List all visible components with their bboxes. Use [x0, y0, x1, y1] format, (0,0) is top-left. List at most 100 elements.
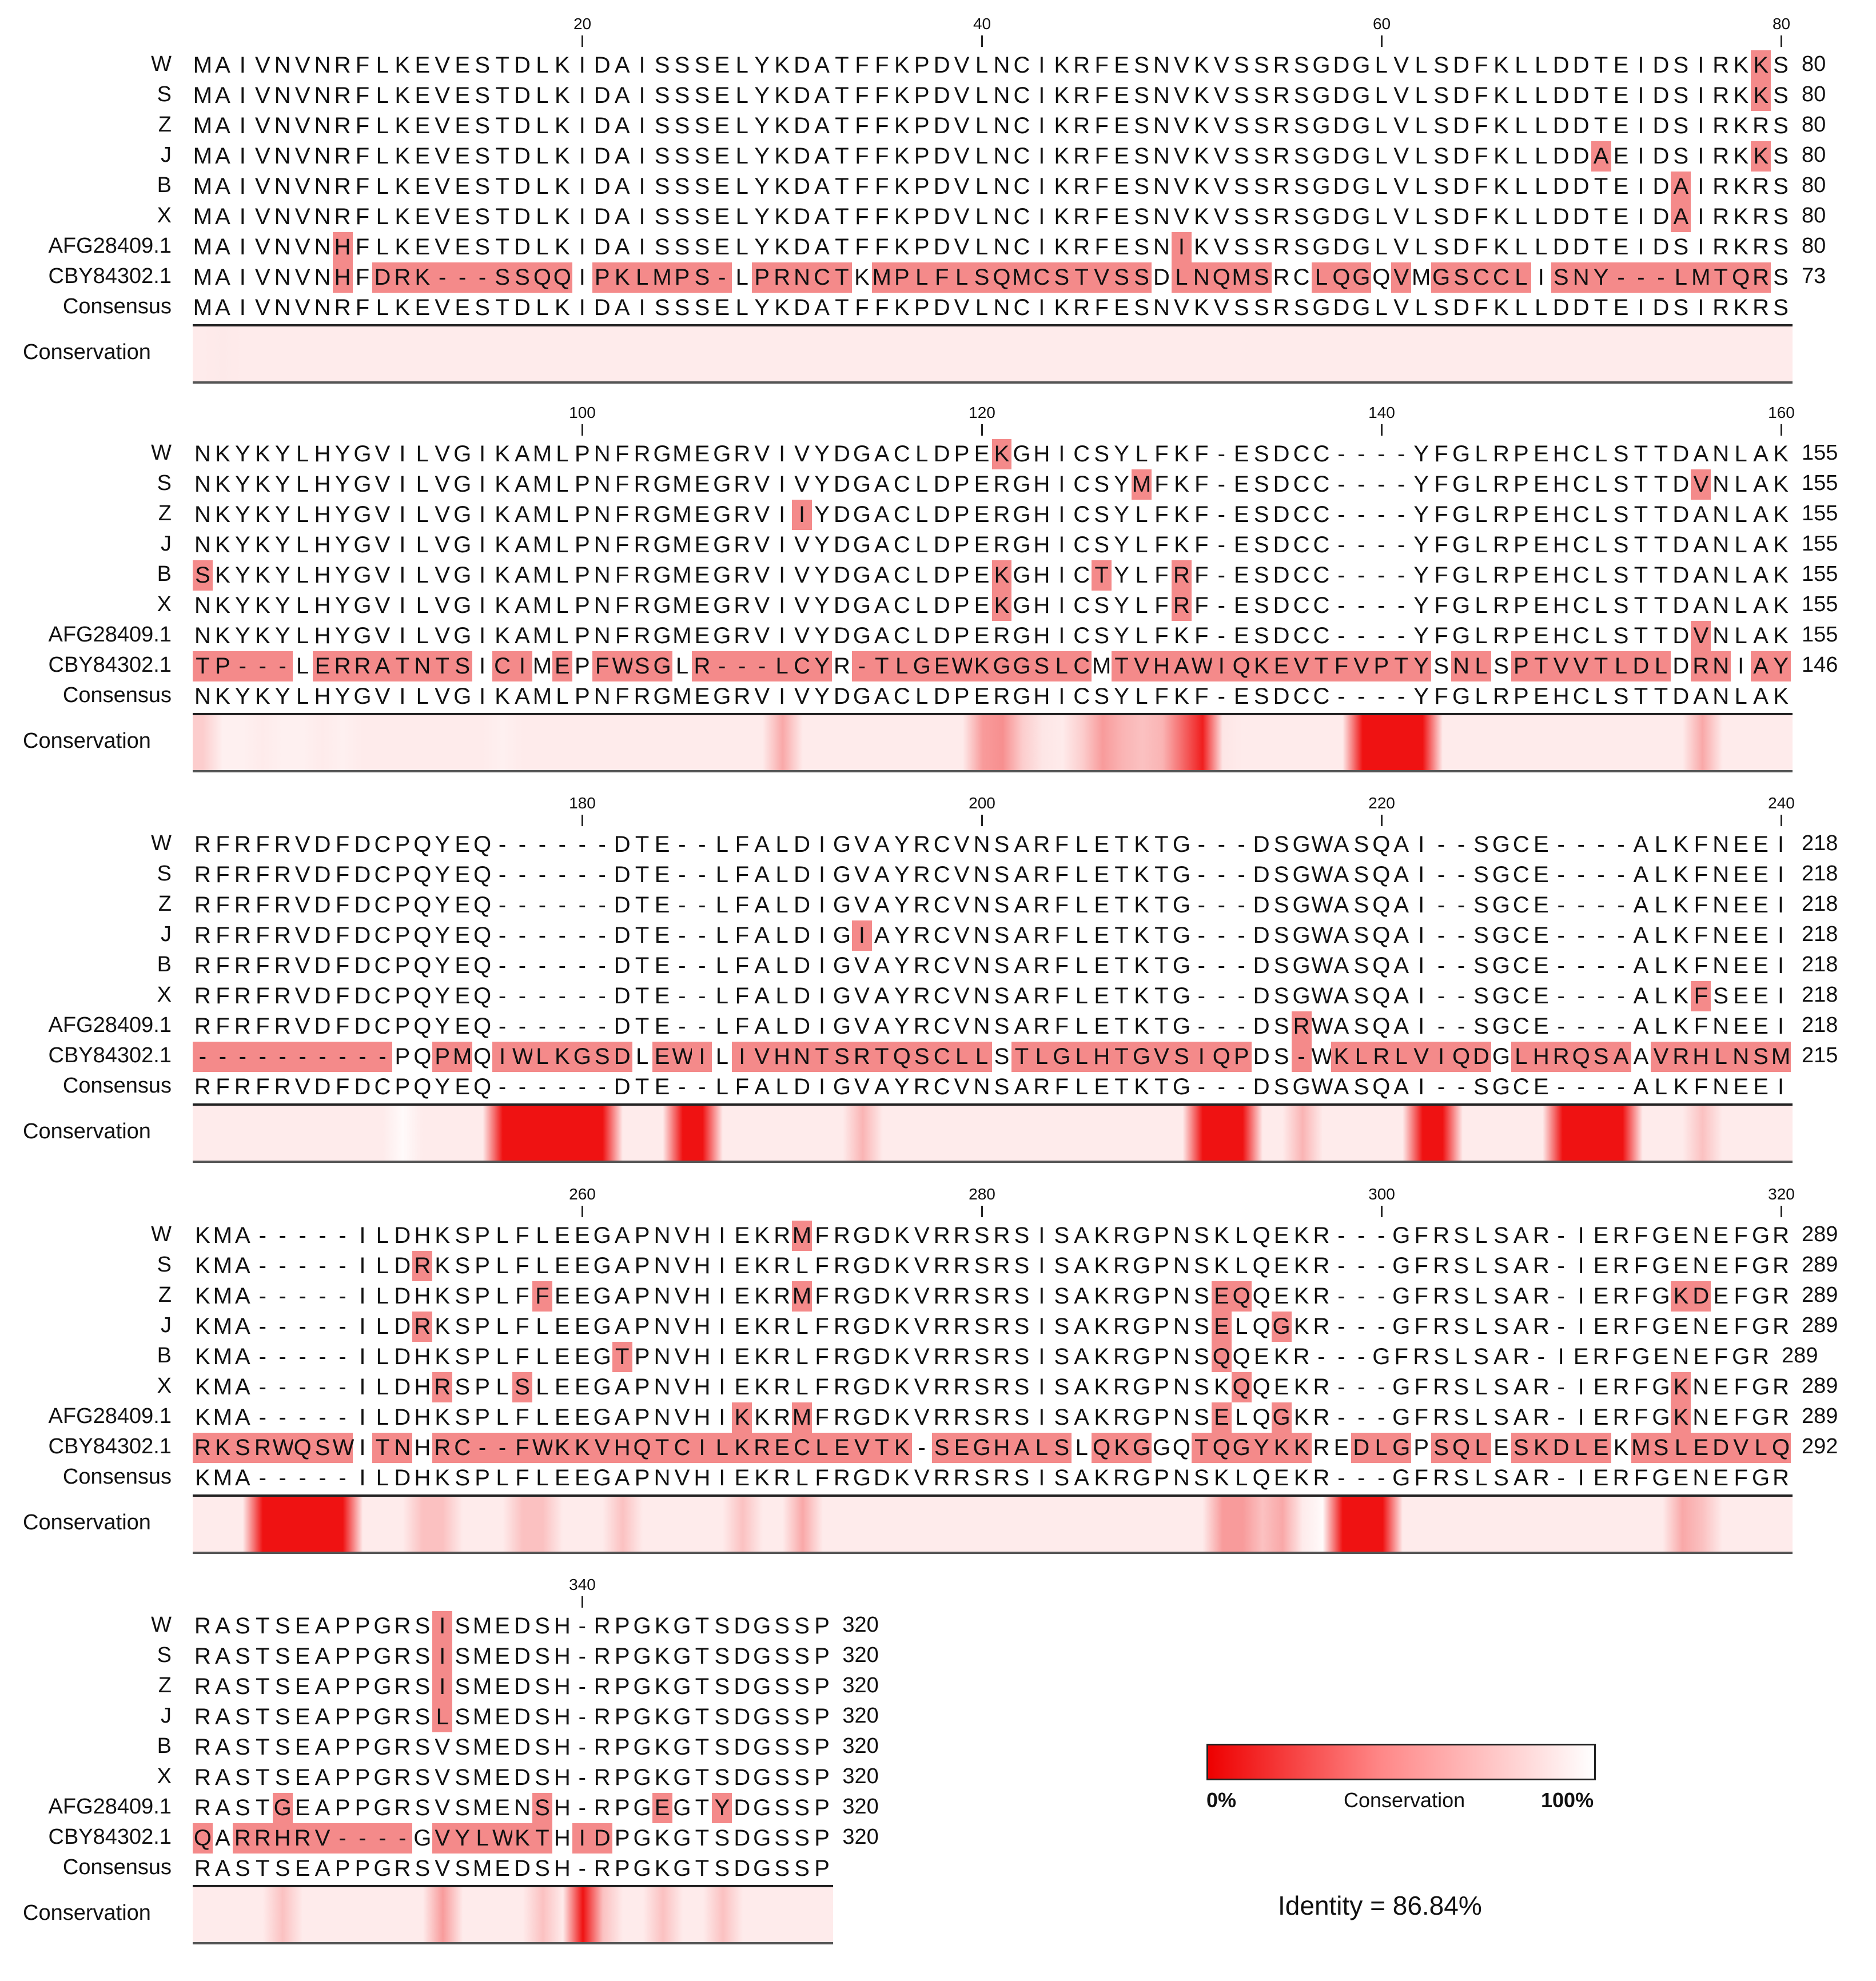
residue: H — [553, 1795, 571, 1820]
residue: S — [774, 1825, 790, 1851]
residue: R — [1492, 623, 1509, 648]
residue: K — [1733, 53, 1748, 78]
residue: D — [933, 532, 950, 557]
residue: R — [993, 502, 1010, 527]
residue: - — [1631, 262, 1651, 293]
residue: I — [432, 1672, 453, 1702]
residue: G — [833, 953, 851, 978]
residue: V — [1391, 262, 1412, 293]
residue: L — [1371, 1433, 1392, 1463]
residue: P — [814, 1856, 830, 1881]
residue: A — [1753, 441, 1769, 467]
sequence-name: AFG28409.1 — [48, 1013, 172, 1037]
residue: - — [1337, 623, 1345, 648]
residue: E — [455, 832, 470, 857]
residue: - — [678, 892, 686, 918]
residue: L — [1235, 1405, 1248, 1430]
residue: Q — [413, 1044, 432, 1069]
residue: M — [193, 144, 213, 169]
residue: - — [1217, 502, 1225, 527]
residue: - — [332, 1042, 353, 1072]
residue: G — [673, 1825, 691, 1851]
residue: R — [1773, 1405, 1789, 1430]
residue: T — [812, 1042, 832, 1072]
residue: K — [1094, 1344, 1109, 1369]
residue: K — [254, 593, 270, 618]
residue: P — [395, 1014, 411, 1039]
residue: - — [1597, 953, 1605, 978]
residue: F — [1634, 1314, 1648, 1339]
residue: L — [296, 684, 309, 709]
residue: Y — [754, 53, 770, 78]
residue: N — [973, 892, 990, 918]
residue: G — [272, 1793, 293, 1823]
residue: - — [372, 1823, 393, 1854]
residue: A — [1611, 1042, 1631, 1072]
residue: D — [372, 262, 393, 293]
residue: P — [432, 1042, 453, 1072]
residue: V — [435, 441, 451, 467]
residue: T — [392, 651, 413, 681]
residue: V — [1393, 174, 1409, 199]
residue: Q — [1252, 1253, 1270, 1278]
residue: D — [1333, 144, 1350, 169]
residue: K — [774, 174, 790, 199]
residue: D — [1572, 113, 1590, 138]
residue: K — [1134, 862, 1149, 887]
residue: S — [1112, 262, 1132, 293]
residue: R — [953, 1314, 970, 1339]
residue: V — [294, 1074, 310, 1099]
residue: F — [1414, 1374, 1428, 1400]
residue: I — [399, 502, 406, 527]
residue: S — [971, 262, 992, 293]
residue: T — [1154, 1014, 1169, 1039]
residue: A — [614, 1253, 630, 1278]
residue: L — [376, 1223, 389, 1248]
residue: R — [734, 441, 751, 467]
residue: W — [951, 651, 973, 681]
residue: L — [496, 1314, 509, 1339]
residue: V — [312, 1823, 333, 1854]
residue: L — [556, 563, 569, 588]
residue: P — [1513, 684, 1529, 709]
residue: T — [1154, 953, 1169, 978]
residue: E — [1753, 862, 1769, 887]
residue: T — [1654, 502, 1668, 527]
residue: K — [1251, 651, 1272, 681]
residue: T — [635, 923, 650, 948]
residue: R — [913, 953, 930, 978]
residue: V — [1213, 204, 1229, 229]
residue: L — [915, 441, 929, 467]
residue: G — [673, 1674, 691, 1699]
residue: S — [455, 1344, 470, 1369]
residue: D — [314, 983, 331, 1009]
residue: G — [633, 1795, 651, 1820]
residue: I — [359, 1253, 366, 1278]
residue: F — [216, 862, 230, 887]
residue: T — [1114, 1014, 1129, 1039]
residue: R — [993, 1314, 1010, 1339]
residue: - — [298, 1405, 306, 1430]
residue: F — [1394, 1344, 1408, 1369]
residue: E — [495, 1795, 510, 1820]
residue: K — [215, 441, 230, 467]
residue: E — [694, 472, 710, 497]
residue: - — [1597, 1074, 1605, 1099]
residue: - — [1611, 262, 1631, 293]
residue: D — [794, 113, 811, 138]
residue: - — [318, 1465, 326, 1490]
residue: - — [1237, 953, 1245, 978]
residue: V — [954, 53, 970, 78]
residue: S — [774, 1644, 790, 1669]
residue: G — [1392, 1465, 1411, 1490]
residue: R — [834, 1314, 850, 1339]
residue: R — [1752, 113, 1770, 138]
residue: - — [1437, 923, 1445, 948]
residue: A — [215, 113, 230, 138]
residue: E — [1713, 1284, 1729, 1309]
residue: F — [1154, 593, 1169, 618]
residue: I — [1171, 232, 1192, 262]
